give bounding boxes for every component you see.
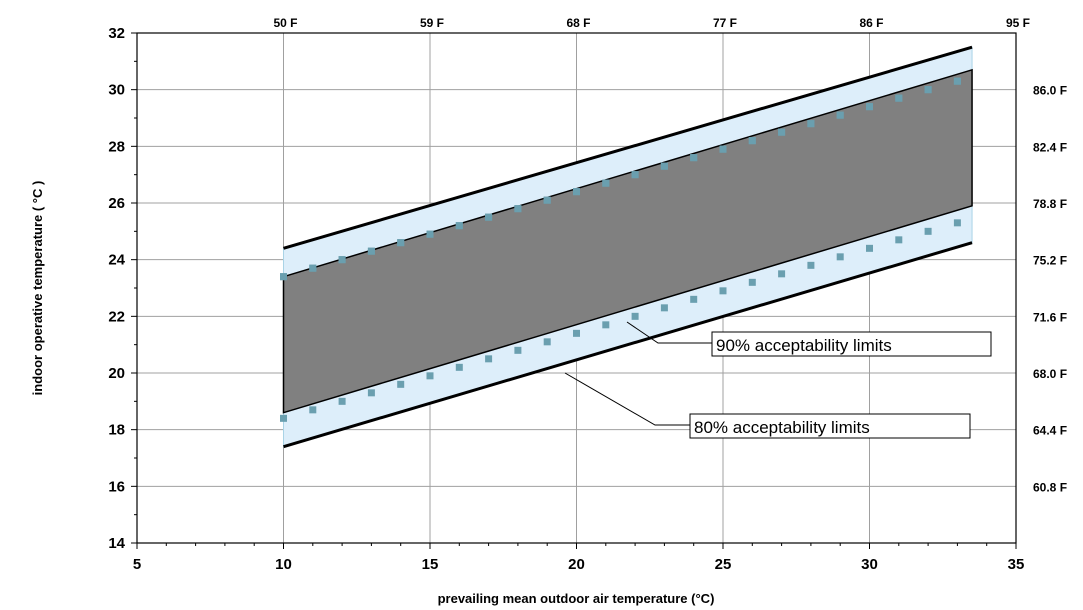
marker-point xyxy=(778,270,786,278)
marker-point xyxy=(309,264,317,272)
marker-point xyxy=(485,213,493,221)
marker-point xyxy=(690,295,698,303)
marker-point xyxy=(953,219,961,227)
marker-point xyxy=(573,188,580,196)
marker-point xyxy=(924,227,932,235)
right-axis-label: 68.0 F xyxy=(1033,367,1067,381)
marker-point xyxy=(426,230,434,238)
right-axis-label: 86.0 F xyxy=(1033,84,1067,98)
lower-80-limit-line xyxy=(283,241,973,449)
y-tick-label: 24 xyxy=(108,252,125,269)
marker-series xyxy=(280,77,961,422)
right-axis-label: 71.6 F xyxy=(1033,310,1067,324)
callouts: 90% acceptability limits 80% acceptabilit… xyxy=(564,321,992,439)
marker-point xyxy=(280,273,287,281)
marker-point xyxy=(280,414,287,422)
marker-point xyxy=(924,86,932,94)
marker-point xyxy=(631,312,639,320)
right-axis-label: 75.2 F xyxy=(1033,254,1067,268)
marker-point xyxy=(953,77,961,85)
x-tick-label: 20 xyxy=(568,556,585,573)
marker-point xyxy=(748,137,756,145)
y-axis-title: indoor operative temperature ( °C ) xyxy=(30,181,45,396)
marker-point xyxy=(602,179,610,187)
marker-point xyxy=(338,256,346,264)
y-tick-label: 28 xyxy=(108,138,125,155)
marker-point xyxy=(778,128,786,136)
x-tick-label: 5 xyxy=(133,556,141,573)
top-axis-label: 77 F xyxy=(713,16,737,30)
y-tick-label: 16 xyxy=(108,478,125,495)
marker-point xyxy=(514,205,522,213)
marker-point xyxy=(836,111,844,119)
marker-point xyxy=(573,329,580,337)
top-axis-label: 86 F xyxy=(859,16,883,30)
right-axis-label: 60.8 F xyxy=(1033,480,1067,494)
marker-point xyxy=(719,287,727,295)
marker-point xyxy=(807,120,815,128)
marker-point xyxy=(426,372,434,380)
marker-point xyxy=(397,239,405,247)
top-axis-label: 68 F xyxy=(566,16,590,30)
marker-point xyxy=(455,222,463,230)
marker-point xyxy=(836,253,844,261)
callout-80-label: 80% acceptability limits xyxy=(694,418,870,437)
y-tick-label: 26 xyxy=(108,195,125,212)
y-tick-label: 32 xyxy=(108,25,125,42)
upper-80-limit-line xyxy=(283,45,973,250)
band-90-area xyxy=(282,68,973,414)
marker-point xyxy=(367,389,375,397)
y-tick-label: 30 xyxy=(108,82,125,99)
right-axis-label: 64.4 F xyxy=(1033,424,1067,438)
callout-90-box xyxy=(711,331,992,357)
marker-point xyxy=(543,338,551,346)
marker-point xyxy=(895,94,903,102)
limit-lines xyxy=(283,45,973,449)
top-axis-label: 59 F xyxy=(420,16,444,30)
top-axis-label: 50 F xyxy=(273,16,297,30)
axes xyxy=(131,32,1017,549)
top-axis-label: 95 F xyxy=(1006,16,1030,30)
marker-point xyxy=(543,196,551,204)
marker-point xyxy=(338,397,346,405)
marker-point xyxy=(367,247,375,255)
tick-labels: 5 10 15 20 25 30 35 14 16 18 20 22 24 26 28 30 32 50 F 59 … xyxy=(108,16,1067,573)
callout-80-box xyxy=(689,413,971,439)
callout-90-label: 90% acceptability limits xyxy=(716,336,892,355)
x-tick-label: 10 xyxy=(275,556,292,573)
marker-point xyxy=(397,380,405,388)
marker-point xyxy=(690,154,698,162)
marker-point xyxy=(660,162,668,170)
x-tick-label: 35 xyxy=(1008,556,1025,573)
x-tick-label: 25 xyxy=(715,556,732,573)
right-axis-label: 82.4 F xyxy=(1033,140,1067,154)
marker-point xyxy=(485,355,493,363)
band-90 xyxy=(282,68,973,414)
x-tick-label: 30 xyxy=(861,556,878,573)
marker-point xyxy=(455,363,463,371)
right-axis-label: 78.8 F xyxy=(1033,197,1067,211)
y-tick-label: 22 xyxy=(108,308,125,325)
callout-80-leader xyxy=(564,372,690,426)
marker-point xyxy=(514,346,522,354)
x-axis-title: prevailing mean outdoor air temperature … xyxy=(438,591,715,606)
marker-point xyxy=(807,261,815,269)
x-tick-label: 15 xyxy=(422,556,439,573)
marker-point xyxy=(748,278,756,286)
y-tick-label: 18 xyxy=(108,422,125,439)
marker-point xyxy=(660,304,668,312)
marker-point xyxy=(631,171,639,179)
y-tick-label: 14 xyxy=(108,535,125,552)
callout-90-leader xyxy=(626,321,712,344)
y-tick-label: 20 xyxy=(108,365,125,382)
marker-point xyxy=(719,145,727,153)
marker-point xyxy=(602,321,610,329)
marker-point xyxy=(866,103,873,111)
marker-point xyxy=(309,406,317,414)
marker-point xyxy=(895,236,903,244)
marker-point xyxy=(866,244,873,252)
